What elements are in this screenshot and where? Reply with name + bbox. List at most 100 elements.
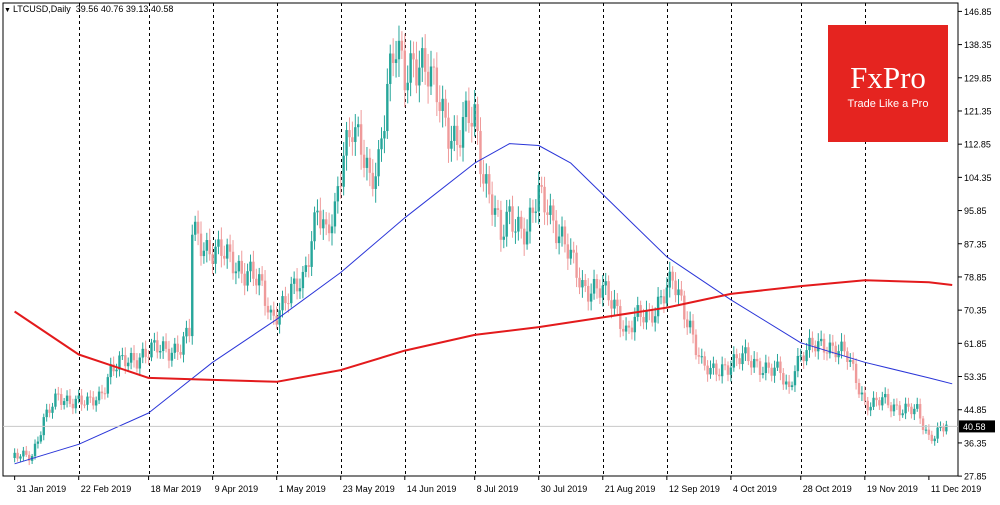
- x-tick-label: 30 Jul 2019: [541, 484, 588, 494]
- candle-body: [68, 395, 72, 404]
- candle-body: [371, 172, 374, 189]
- candle-body: [892, 404, 896, 412]
- candle-body: [164, 341, 168, 349]
- candle-body: [60, 394, 63, 405]
- candle-body: [747, 347, 750, 362]
- candle-body: [473, 104, 476, 127]
- candle-body: [147, 356, 150, 358]
- candle-body: [645, 310, 648, 323]
- candle-body: [220, 239, 223, 256]
- candle-body: [170, 352, 174, 361]
- candle-body: [292, 278, 296, 284]
- candle-body: [118, 355, 121, 370]
- candle-body: [817, 341, 820, 352]
- candle-body: [720, 364, 724, 377]
- candle-body: [423, 48, 427, 72]
- candle-body: [901, 413, 904, 416]
- candle-body: [860, 392, 864, 395]
- candle-body: [339, 186, 342, 188]
- candle-body: [39, 435, 43, 442]
- candle-body: [907, 403, 910, 407]
- y-tick-label: 78.85: [964, 272, 987, 282]
- candle-body: [161, 341, 165, 352]
- candle-body: [924, 429, 928, 431]
- candle-body: [537, 185, 540, 212]
- candle-body: [686, 319, 689, 328]
- candle-body: [97, 391, 101, 401]
- candle-body: [132, 352, 136, 361]
- y-tick-label: 104.35: [964, 173, 992, 183]
- candle-body: [712, 363, 715, 368]
- candle-body: [89, 396, 92, 398]
- candle-body: [933, 438, 936, 442]
- candle-body: [290, 283, 293, 304]
- x-tick-label: 28 Oct 2019: [803, 484, 852, 494]
- candle-body: [153, 340, 156, 343]
- candle-body: [275, 315, 278, 325]
- candle-body: [834, 345, 837, 358]
- plot-frame: [2, 2, 959, 477]
- candle-body: [287, 303, 290, 305]
- candle-body: [822, 338, 826, 353]
- candle-body: [939, 426, 942, 428]
- candle-body: [324, 219, 328, 225]
- x-tick-label: 4 Oct 2019: [733, 484, 777, 494]
- y-tick-label: 70.35: [964, 306, 987, 316]
- candle-body: [357, 124, 360, 128]
- candle-body: [351, 137, 354, 142]
- candle-body: [849, 360, 852, 362]
- candle-body: [589, 293, 593, 302]
- candle-body: [851, 360, 855, 364]
- candle-body: [814, 345, 817, 352]
- candle-body: [359, 124, 363, 155]
- candle-body: [825, 352, 829, 354]
- candle-body: [773, 367, 776, 376]
- candle-body: [627, 325, 631, 328]
- ma-slow-line: [14, 279, 953, 383]
- candle-body: [808, 337, 811, 351]
- candle-body: [228, 244, 232, 252]
- candle-body: [863, 392, 867, 401]
- candle-body: [566, 244, 570, 259]
- candle-body: [467, 100, 471, 123]
- candle-body: [624, 325, 628, 332]
- symbol-label: LTCUSD,Daily: [12, 4, 71, 14]
- y-tick-label: 36.35: [964, 438, 987, 448]
- candle-body: [389, 53, 392, 84]
- candle-body: [528, 207, 532, 232]
- brand-logo: FxPro Trade Like a Pro: [828, 25, 948, 142]
- candle-body: [269, 309, 273, 313]
- candle-body: [22, 450, 25, 457]
- candle-body: [636, 305, 639, 317]
- candle-body: [80, 395, 83, 405]
- candle-body: [700, 356, 703, 358]
- candle-body: [362, 154, 366, 168]
- candle-body: [83, 404, 86, 406]
- candle-body: [458, 145, 462, 148]
- candle-body: [386, 83, 389, 132]
- candle-body: [688, 320, 692, 328]
- candle-body: [214, 246, 217, 264]
- candle-body: [750, 361, 753, 368]
- candle-body: [176, 343, 179, 352]
- candle-body: [490, 194, 494, 215]
- candle-body: [496, 208, 500, 210]
- candle-body: [124, 355, 127, 367]
- candle-body: [94, 400, 98, 406]
- y-tick-label: 44.85: [964, 405, 987, 415]
- x-tick-label: 23 May 2019: [343, 484, 395, 494]
- candle-body: [252, 261, 255, 279]
- candle-body: [196, 221, 200, 234]
- candle-body: [485, 174, 488, 184]
- candle-body: [843, 341, 846, 352]
- candle-body: [205, 240, 209, 251]
- dropdown-arrow-icon[interactable]: ▼: [4, 7, 11, 14]
- candle-body: [456, 125, 459, 146]
- y-tick-label: 61.85: [964, 339, 987, 349]
- candle-body: [744, 347, 747, 354]
- candle-body: [930, 434, 933, 442]
- brand-tagline: Trade Like a Pro: [847, 98, 929, 110]
- candle-body: [330, 226, 334, 234]
- current-price-label: 40.58: [963, 422, 986, 432]
